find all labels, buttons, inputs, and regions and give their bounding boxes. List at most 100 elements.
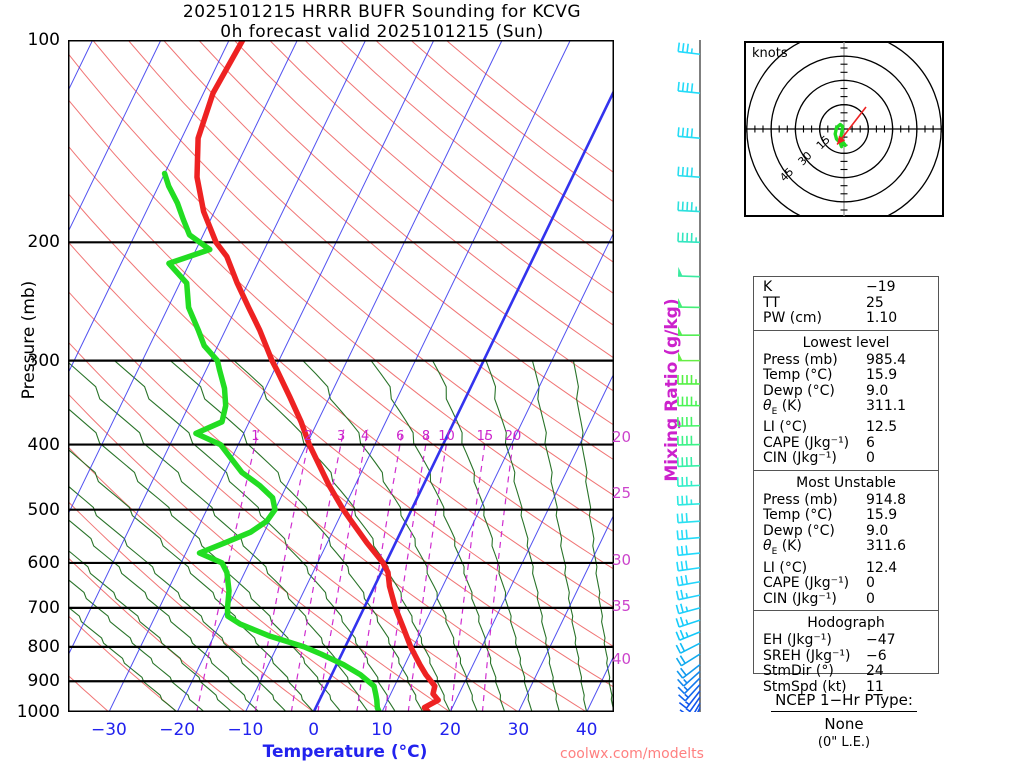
mixing-ratio-right-tick-30: 30 (612, 551, 632, 569)
hodograph-stat-value: −47 (866, 632, 896, 649)
most-unstable-value: 0 (866, 575, 875, 592)
lowest-level-row: Dewp (°C) 9.0 (754, 383, 938, 400)
most-unstable-row: CIN (Jkg⁻¹) 0 (754, 590, 938, 608)
pressure-tick-700: 700 (27, 597, 60, 618)
lowest-level-value: 6 (866, 434, 875, 451)
pressure-tick-400: 400 (27, 434, 60, 455)
most-unstable-row: θE (K) 311.6 (754, 538, 938, 560)
pressure-tick-900: 900 (27, 671, 60, 692)
svg-text:15: 15 (477, 429, 494, 444)
pressure-tick-600: 600 (27, 552, 60, 573)
lowest-level-value: 0 (866, 450, 875, 467)
temperature-tick-30: 30 (507, 720, 530, 740)
stats-lowest-level-section: Lowest level Press (mb) 985.4 Temp (°C) 15.… (754, 331, 938, 471)
mixing-ratio-right-tick-25: 25 (612, 484, 632, 502)
mixing-ratio-right-tick-35: 35 (612, 597, 632, 615)
hodograph-stat-key: SREH (Jkg⁻¹) (763, 647, 851, 664)
most-unstable-row: CAPE (Jkg⁻¹) 0 (754, 576, 938, 592)
most-unstable-value: 914.8 (866, 491, 907, 508)
most-unstable-key: Press (mb) (763, 491, 838, 508)
hodograph-stat-row: StmSpd (kt) 11 (754, 678, 938, 696)
most-unstable-value: 0 (866, 590, 875, 607)
pressure-tick-800: 800 (27, 636, 60, 657)
lowest-level-row: CIN (Jkg⁻¹) 0 (754, 451, 938, 467)
ptype-value: None (824, 715, 864, 733)
lowest-level-value: 15.9 (866, 367, 898, 383)
stat-index-key: TT (763, 294, 780, 311)
hodograph-stat-row: EH (Jkg⁻¹) −47 (754, 633, 938, 649)
lowest-level-value: 12.5 (866, 419, 898, 436)
stat-index-value: 1.10 (866, 310, 898, 326)
most-unstable-row: Press (mb) 914.8 (754, 491, 938, 509)
svg-text:4: 4 (361, 429, 369, 444)
hodograph-stat-value: 11 (866, 678, 884, 695)
most-unstable-key: Dewp (°C) (763, 522, 835, 539)
temperature-profile (194, 40, 441, 712)
watermark: coolwx.com/modelts (560, 746, 704, 762)
pressure-tick-500: 500 (27, 499, 60, 520)
most-unstable-key: CAPE (Jkg⁻¹) (763, 575, 850, 592)
stat-index-row: PW (cm) 1.10 (754, 310, 938, 327)
ptype-liquid-equivalent: (0" L.E.) (817, 735, 871, 750)
stat-index-row: TT 25 (754, 294, 938, 312)
temperature-tick-0: 0 (308, 720, 320, 740)
most-unstable-value: 311.6 (866, 538, 907, 555)
pressure-tick-200: 200 (27, 232, 60, 253)
pressure-axis-title: Pressure (mb) (19, 280, 39, 400)
lowest-level-row: Temp (°C) 15.9 (754, 367, 938, 384)
most-unstable-value: 15.9 (866, 507, 898, 524)
temperature-tick-10: 10 (371, 720, 393, 740)
temperature-axis-title: Temperature (°C) (262, 742, 428, 762)
lowest-level-key: θE (K) (763, 398, 802, 417)
hodograph-stat-key: EH (Jkg⁻¹) (763, 632, 832, 649)
pressure-tick-100: 100 (27, 30, 60, 50)
most-unstable-key: Temp (°C) (763, 507, 833, 524)
most-unstable-row: LI (°C) 12.4 (754, 559, 938, 577)
mixing-ratio-labels: 1 2 3 4 6 8 10 15 20 (251, 429, 521, 444)
temperature-tick--10: −10 (227, 720, 264, 740)
stat-index-value: 25 (866, 294, 884, 311)
svg-text:3: 3 (337, 429, 345, 444)
ptype-header: NCEP 1−Hr PType: (771, 691, 917, 712)
lowest-level-header: Lowest level (802, 334, 890, 351)
hodograph-stat-key: StmSpd (kt) (763, 678, 847, 695)
most-unstable-key: LI (°C) (763, 559, 808, 576)
lowest-level-key: CIN (Jkg⁻¹) (763, 450, 837, 467)
hodograph-units-label: knots (752, 46, 788, 61)
most-unstable-value: 9.0 (866, 522, 889, 539)
lowest-level-value: 311.1 (866, 398, 907, 414)
lowest-level-row: CAPE (Jkg⁻¹) 6 (754, 434, 938, 452)
mixing-ratio-right-tick-40: 40 (612, 650, 632, 668)
temperature-tick--30: −30 (90, 720, 127, 740)
statistics-panel: K −19 TT 25 PW (cm) 1.10 Lowest level Press (… (753, 276, 939, 694)
dewpoint-profile (161, 170, 382, 712)
skewt-diagram[interactable]: 1 2 3 4 6 8 10 15 20 (68, 40, 614, 712)
hodograph-stat-key: StmDir (°) (763, 663, 834, 680)
wind-barb-column (675, 40, 701, 712)
most-unstable-value: 12.4 (866, 559, 898, 576)
svg-text:8: 8 (422, 429, 430, 444)
stats-most-unstable-section: Most Unstable Press (mb) 914.8 Temp (°C) 15… (754, 471, 938, 612)
svg-text:6: 6 (396, 429, 404, 444)
most-unstable-row: Dewp (°C) 9.0 (754, 522, 938, 540)
hodograph-stat-row: SREH (Jkg⁻¹) −6 (754, 647, 938, 665)
hodograph-stat-value: 24 (866, 663, 884, 680)
stat-index-value: −19 (866, 279, 896, 295)
lowest-level-row: θE (K) 311.1 (754, 398, 938, 420)
stat-index-key: K (763, 279, 773, 295)
lowest-level-row: LI (°C) 12.5 (754, 420, 938, 436)
lowest-level-key: CAPE (Jkg⁻¹) (763, 434, 850, 451)
mixing-ratio-right-tick-20: 20 (612, 428, 632, 446)
page-subtitle: 0h forecast valid 2025101215 (Sun) (220, 22, 544, 42)
stats-indices-section: K −19 TT 25 PW (cm) 1.10 (754, 277, 938, 331)
ptype-panel: NCEP 1−Hr PType: None (0" L.E.) (744, 690, 944, 750)
page-title: 2025101215 HRRR BUFR Sounding for KCVG (182, 2, 582, 22)
temperature-tick-20: 20 (439, 720, 461, 740)
svg-text:2: 2 (304, 429, 312, 444)
stat-index-key: PW (cm) (763, 310, 822, 326)
lowest-level-row: Press (mb) 985.4 (754, 352, 938, 369)
pressure-tick-300: 300 (27, 350, 60, 371)
most-unstable-key: CIN (Jkg⁻¹) (763, 590, 837, 607)
most-unstable-key: θE (K) (763, 538, 802, 558)
